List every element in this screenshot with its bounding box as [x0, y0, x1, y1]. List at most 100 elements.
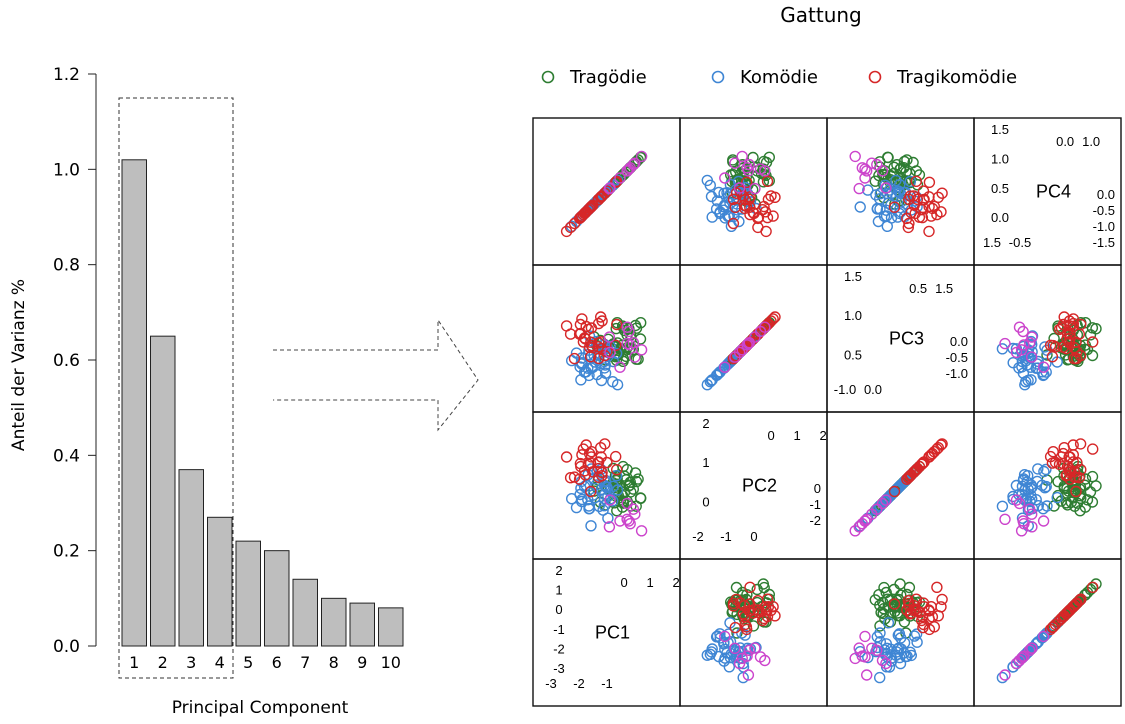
point: [743, 337, 756, 349]
panel: [679, 264, 828, 413]
point: [925, 210, 937, 222]
legend-marker: [711, 70, 725, 84]
point: [1064, 328, 1076, 340]
point: [701, 379, 714, 391]
point: [1086, 470, 1099, 483]
point: [1068, 352, 1080, 365]
point: [733, 657, 746, 670]
point: [853, 642, 865, 654]
point: [1036, 479, 1048, 491]
point: [733, 346, 746, 359]
point: [627, 337, 640, 349]
point: [630, 475, 643, 488]
point: [765, 604, 777, 617]
tick-label: 0: [702, 494, 709, 509]
point: [765, 190, 777, 202]
legend-title: Gattung: [780, 3, 861, 27]
point: [577, 443, 590, 455]
point: [888, 583, 900, 596]
tick-label: -1.0: [834, 382, 856, 397]
point: [704, 376, 717, 388]
point: [880, 494, 892, 506]
point: [623, 163, 635, 175]
point: [871, 503, 883, 515]
point: [739, 618, 751, 631]
tick-label: 0.5: [909, 281, 927, 296]
y-tick-label: 0.0: [53, 637, 80, 657]
point: [592, 337, 605, 349]
bar: [349, 602, 375, 647]
point: [916, 610, 929, 623]
bar: [207, 516, 233, 647]
point: [727, 193, 740, 206]
point: [714, 206, 726, 218]
point: [869, 175, 881, 187]
point: [576, 313, 588, 325]
point: [872, 215, 885, 228]
bar: [292, 578, 318, 647]
point: [866, 642, 878, 654]
point: [1049, 341, 1062, 353]
point: [996, 671, 1009, 684]
point: [1064, 320, 1076, 332]
point: [624, 486, 637, 498]
point: [761, 610, 774, 623]
point: [1026, 508, 1038, 520]
panel: [532, 264, 681, 413]
point: [1067, 601, 1079, 613]
point: [1013, 488, 1025, 501]
point: [1074, 505, 1086, 517]
point: [901, 154, 913, 166]
point: [880, 210, 893, 222]
point: [859, 163, 871, 175]
point: [859, 630, 871, 643]
bar: [121, 159, 147, 647]
point: [1049, 456, 1062, 469]
point: [749, 182, 761, 195]
point: [882, 491, 895, 504]
point: [907, 466, 920, 479]
point: [903, 217, 915, 230]
x-tick-label: 9: [357, 653, 367, 672]
point: [1024, 503, 1036, 515]
point: [754, 325, 767, 338]
point: [757, 176, 770, 188]
x-axis-title: Principal Component: [172, 698, 349, 718]
point: [874, 193, 886, 205]
point: [611, 505, 623, 517]
point: [999, 337, 1011, 350]
x-tick-labels: 1 2 3 4 5 6 7 8 9 10: [129, 653, 401, 672]
point: [888, 201, 901, 213]
diagonal-panel: PC1 2 1 0 -1 -2 -3 0 1 2 -3 -2 -1: [545, 563, 680, 691]
point: [1070, 485, 1082, 498]
point: [1039, 629, 1051, 641]
point: [888, 161, 900, 174]
point: [736, 150, 748, 163]
legend-marker: [868, 70, 882, 84]
point: [1017, 474, 1030, 487]
point: [872, 501, 885, 514]
y-tick-label: 1.0: [53, 160, 80, 180]
variable-label: PC4: [1036, 182, 1071, 202]
point: [577, 208, 590, 221]
point: [1061, 499, 1074, 511]
point: [623, 515, 635, 527]
point: [861, 669, 873, 681]
point: [574, 457, 587, 470]
tick-label: 0.0: [1097, 187, 1115, 202]
point: [761, 211, 774, 224]
tick-label: -1: [601, 676, 613, 691]
point: [1041, 349, 1053, 361]
point: [603, 331, 616, 343]
point: [936, 593, 948, 606]
point: [1081, 343, 1094, 356]
point: [606, 179, 619, 192]
point: [1046, 351, 1059, 363]
point: [870, 504, 882, 516]
y-tick-label: 0.4: [53, 446, 80, 466]
point: [714, 632, 726, 644]
point: [1026, 642, 1038, 654]
point: [871, 631, 883, 643]
tick-label: 1.5: [983, 235, 1001, 250]
